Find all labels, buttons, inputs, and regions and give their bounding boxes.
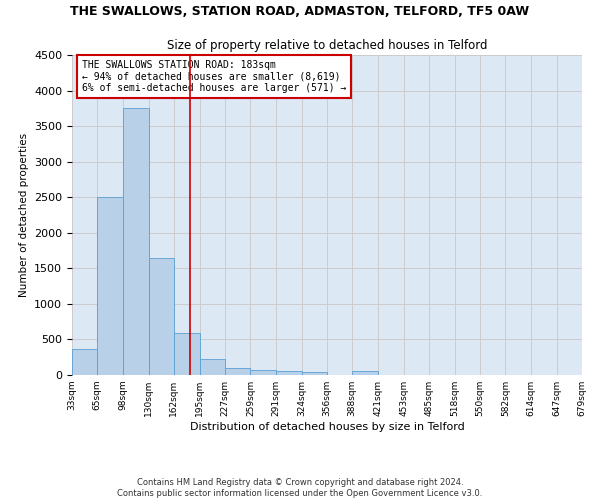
Title: Size of property relative to detached houses in Telford: Size of property relative to detached ho… (167, 40, 487, 52)
Bar (97, 197, 124, 375)
Bar (149, 258, 174, 375)
Bar (250, 370, 275, 375)
Bar (225, 368, 250, 375)
Bar (72, 350, 97, 375)
Text: Contains HM Land Registry data © Crown copyright and database right 2024.
Contai: Contains HM Land Registry data © Crown c… (118, 478, 482, 498)
Text: THE SWALLOWS STATION ROAD: 183sqm
← 94% of detached houses are smaller (8,619)
6: THE SWALLOWS STATION ROAD: 183sqm ← 94% … (82, 60, 347, 93)
Bar (124, 108, 149, 375)
Bar (200, 360, 225, 375)
Y-axis label: Number of detached properties: Number of detached properties (19, 133, 29, 297)
Bar (302, 372, 327, 375)
X-axis label: Distribution of detached houses by size in Telford: Distribution of detached houses by size … (190, 422, 464, 432)
Bar (352, 371, 379, 375)
Bar (275, 371, 302, 375)
Bar (174, 333, 200, 375)
Text: THE SWALLOWS, STATION ROAD, ADMASTON, TELFORD, TF5 0AW: THE SWALLOWS, STATION ROAD, ADMASTON, TE… (70, 5, 530, 18)
